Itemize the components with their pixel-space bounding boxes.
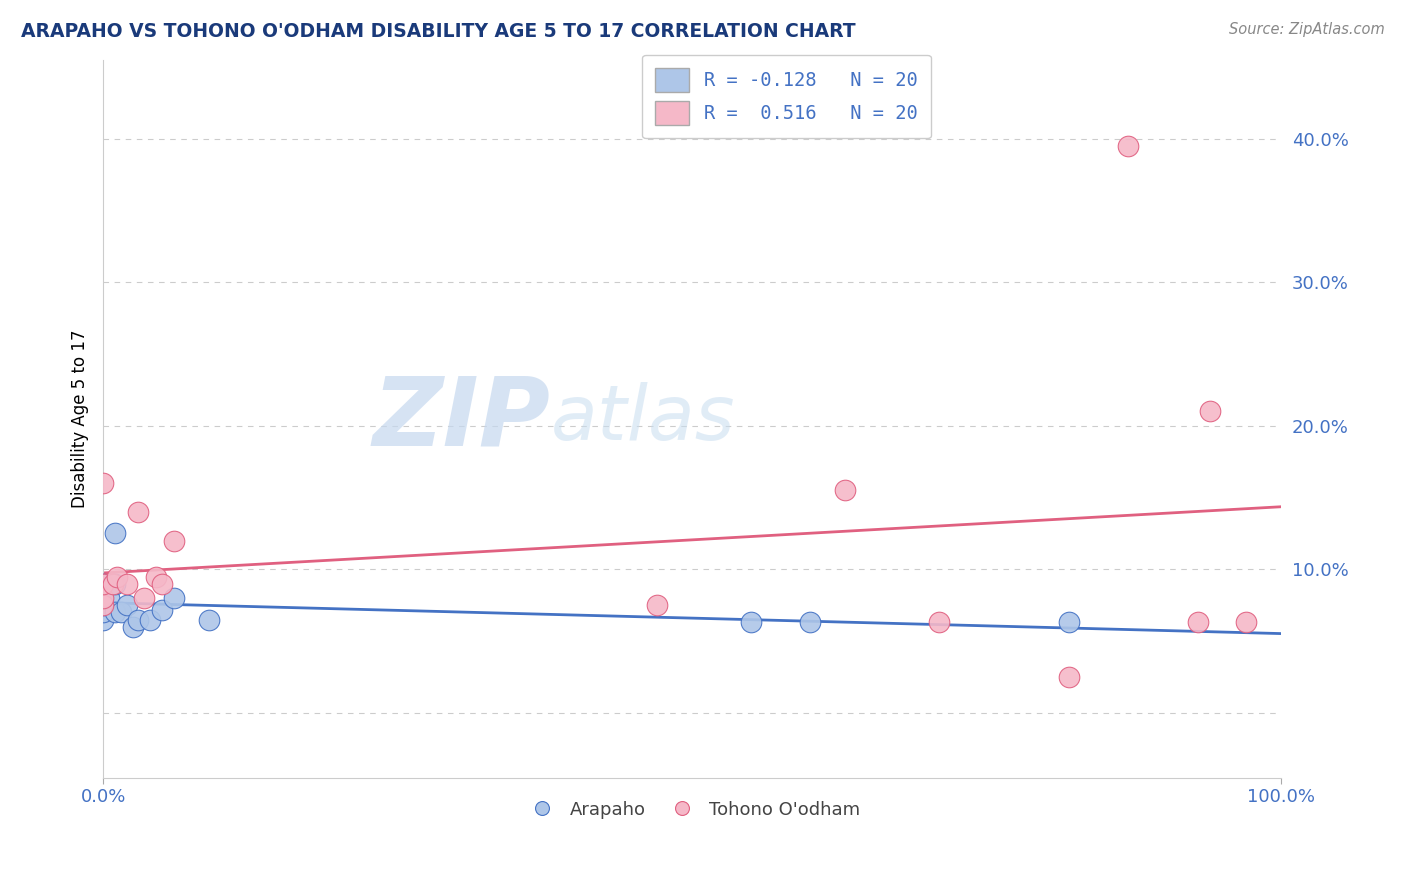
Legend: Arapaho, Tohono O'odham: Arapaho, Tohono O'odham (517, 794, 868, 826)
Point (1116, 138, 1139, 153)
Y-axis label: Disability Age 5 to 17: Disability Age 5 to 17 (72, 329, 89, 508)
Point (91, 591, 114, 605)
Point (1057, 615, 1080, 630)
Point (834, 483, 856, 498)
Point (163, 533, 186, 548)
Point (198, 613, 221, 627)
Point (110, 606, 132, 620)
Point (127, 505, 149, 519)
Text: ZIP: ZIP (373, 372, 551, 465)
Point (150, 602, 173, 616)
Point (1199, 404, 1222, 418)
Point (91, 591, 114, 605)
Point (139, 613, 162, 627)
Point (799, 615, 821, 630)
Point (91, 476, 114, 491)
Point (115, 599, 138, 613)
Point (150, 576, 173, 591)
Point (145, 569, 167, 583)
Point (101, 576, 124, 591)
Point (104, 606, 127, 620)
Point (91, 576, 114, 591)
Point (104, 526, 127, 541)
Point (740, 615, 762, 630)
Point (163, 591, 186, 605)
Point (105, 569, 128, 583)
Point (645, 599, 668, 613)
Text: atlas: atlas (551, 382, 735, 456)
Point (91, 576, 114, 591)
Point (98, 591, 121, 605)
Point (134, 591, 156, 605)
Text: ARAPAHO VS TOHONO O'ODHAM DISABILITY AGE 5 TO 17 CORRELATION CHART: ARAPAHO VS TOHONO O'ODHAM DISABILITY AGE… (21, 22, 856, 41)
Point (1187, 615, 1209, 630)
Point (121, 620, 143, 634)
Text: Source: ZipAtlas.com: Source: ZipAtlas.com (1229, 22, 1385, 37)
Point (91, 599, 114, 613)
Point (91, 606, 114, 620)
Point (1057, 670, 1080, 684)
Point (1234, 615, 1257, 630)
Point (115, 576, 138, 591)
Point (91, 613, 114, 627)
Point (928, 615, 950, 630)
Point (127, 613, 149, 627)
Point (91, 599, 114, 613)
Point (104, 576, 127, 591)
